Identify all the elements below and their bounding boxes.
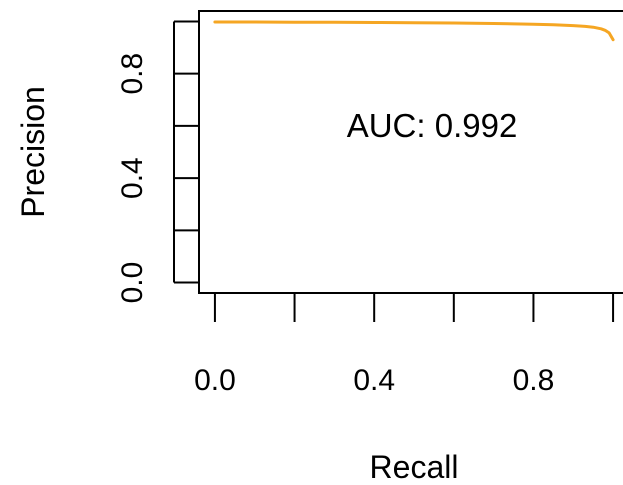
x-axis-title: Recall: [370, 449, 459, 485]
y-tick-label: 0.0: [116, 262, 149, 304]
pr-curve-line: [213, 20, 615, 42]
y-axis: 0.0 0.4 0.8: [116, 20, 199, 304]
x-tick-label: 0.0: [194, 364, 236, 397]
series-layer: [213, 20, 615, 42]
x-tick-label: 0.4: [353, 364, 395, 397]
y-tick-label: 0.8: [116, 53, 149, 95]
y-tick-label: 0.4: [116, 157, 149, 199]
plot-frame: [198, 10, 623, 294]
x-axis: 0.0 0.4 0.8: [194, 292, 615, 397]
auc-annotation: AUC: 0.992: [347, 107, 518, 144]
x-tick-label: 0.8: [513, 364, 555, 397]
y-axis-title: Precision: [15, 86, 51, 218]
